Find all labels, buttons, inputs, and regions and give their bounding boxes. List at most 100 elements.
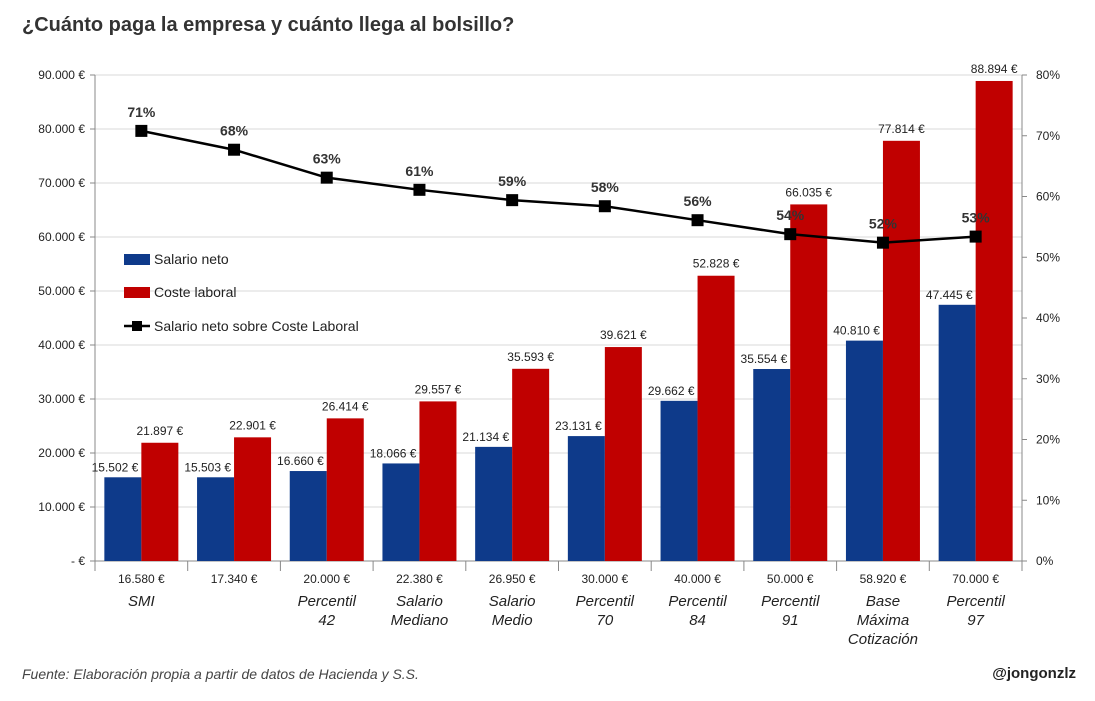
line-data-label: 53% [962,210,991,226]
x-tick-label-category: 97 [967,612,984,629]
line-data-label: 59% [498,173,527,189]
y-right-tick-label: 50% [1036,250,1060,264]
bar-label-coste-laboral: 77.814 € [878,122,925,136]
y-right-tick-label: 20% [1036,433,1060,447]
bar-label-salario-neto: 18.066 € [370,446,417,460]
bar-salario-neto [197,477,235,561]
y-right-tick-label: 40% [1036,311,1060,325]
x-tick-label-category: Percentil [298,593,357,610]
bar-salario-neto [475,446,513,561]
line-data-label: 68% [220,123,249,139]
y-left-tick-label: 50.000 € [38,284,85,298]
x-tick-label-category: Medio [492,612,533,629]
x-tick-label-category: 84 [689,612,706,629]
bar-coste-laboral [234,437,272,561]
bar-salario-neto [382,463,420,561]
x-tick-label-gross: 30.000 € [581,572,628,586]
x-tick-label-gross: 22.380 € [396,572,443,586]
bar-label-salario-neto: 15.503 € [184,460,231,474]
bar-salario-neto [845,340,883,561]
y-right-tick-label: 30% [1036,372,1060,386]
y-left-tick-label: 90.000 € [38,68,85,82]
legend-label-salario-neto: Salario neto [154,251,229,267]
line-data-label: 63% [313,151,342,167]
x-tick-label-category: Percentil [576,593,635,610]
chart-title: ¿Cuánto paga la empresa y cuánto llega a… [22,14,515,36]
line-marker [969,230,982,243]
bar-coste-laboral [419,401,457,561]
x-tick-label-category: 70 [597,612,614,629]
x-tick-label-category: Cotización [848,631,918,648]
x-tick-label-category: Salario [396,593,443,610]
line-salario-neto-sobre-coste [141,129,976,244]
x-tick-label-category: SMI [128,593,155,610]
y-left-tick-label: 40.000 € [38,338,85,352]
bar-label-coste-laboral: 29.557 € [415,382,462,396]
author-credit: @jongonzlz [992,665,1076,682]
bar-coste-laboral [512,368,550,561]
x-tick-label-category: Salario [489,593,536,610]
line-marker [135,124,148,137]
y-right-tick-label: 80% [1036,68,1060,82]
bar-coste-laboral [790,204,828,561]
bar-label-coste-laboral: 21.897 € [136,424,183,438]
bar-salario-neto [938,304,976,561]
line-marker [228,143,241,156]
line-data-label: 52% [869,216,898,232]
x-tick-label-category: Percentil [668,593,727,610]
line-data-label: 56% [684,193,713,209]
bar-label-salario-neto: 35.554 € [741,352,788,366]
line-marker [506,194,519,207]
y-left-tick-label: 70.000 € [38,176,85,190]
bar-label-coste-laboral: 22.901 € [229,418,276,432]
x-tick-label-category: 42 [318,612,335,629]
y-left-tick-label: - € [71,554,85,568]
line-marker [784,228,797,241]
x-tick-label-category: Mediano [391,612,449,629]
y-left-tick-label: 30.000 € [38,392,85,406]
bar-salario-neto [753,369,791,561]
bar-label-salario-neto: 16.660 € [277,454,324,468]
y-left-tick-label: 60.000 € [38,230,85,244]
bar-label-salario-neto: 40.810 € [833,324,880,338]
bar-coste-laboral [975,80,1013,561]
line-marker [691,214,704,227]
bar-coste-laboral [697,275,735,561]
line-data-label: 54% [776,207,805,223]
legend-label-coste-laboral: Coste laboral [154,284,237,300]
x-tick-label-gross: 26.950 € [489,572,536,586]
y-right-tick-label: 10% [1036,493,1060,507]
bar-coste-laboral [882,140,920,562]
y-left-tick-label: 10.000 € [38,500,85,514]
bar-coste-laboral [326,418,364,561]
x-tick-label-category: Percentil [946,593,1005,610]
y-right-tick-label: 60% [1036,190,1060,204]
x-tick-label-gross: 50.000 € [767,572,814,586]
legend-swatch-salario-neto [124,254,150,265]
bar-label-coste-laboral: 52.828 € [693,257,740,271]
bar-salario-neto [104,477,142,561]
bar-label-coste-laboral: 88.894 € [971,62,1018,76]
bar-salario-neto [289,471,327,561]
bar-coste-laboral [141,442,179,561]
x-tick-label-category: 91 [782,612,799,629]
line-data-label: 71% [127,104,156,120]
x-tick-label-category: Percentil [761,593,820,610]
y-left-tick-label: 80.000 € [38,122,85,136]
bar-salario-neto [660,400,698,561]
bar-label-salario-neto: 21.134 € [462,430,509,444]
line-marker [413,183,426,196]
y-right-tick-label: 0% [1036,554,1054,568]
bar-label-coste-laboral: 35.593 € [507,350,554,364]
bar-label-coste-laboral: 66.035 € [785,185,832,199]
x-tick-label-gross: 40.000 € [674,572,721,586]
bar-label-salario-neto: 23.131 € [555,419,602,433]
legend-marker-ratio [132,321,142,331]
y-right-tick-label: 70% [1036,129,1060,143]
line-marker [876,236,889,249]
source-note: Fuente: Elaboración propia a partir de d… [22,666,419,682]
line-data-label: 61% [405,163,434,179]
bar-salario-neto [567,436,605,561]
x-tick-label-gross: 17.340 € [211,572,258,586]
